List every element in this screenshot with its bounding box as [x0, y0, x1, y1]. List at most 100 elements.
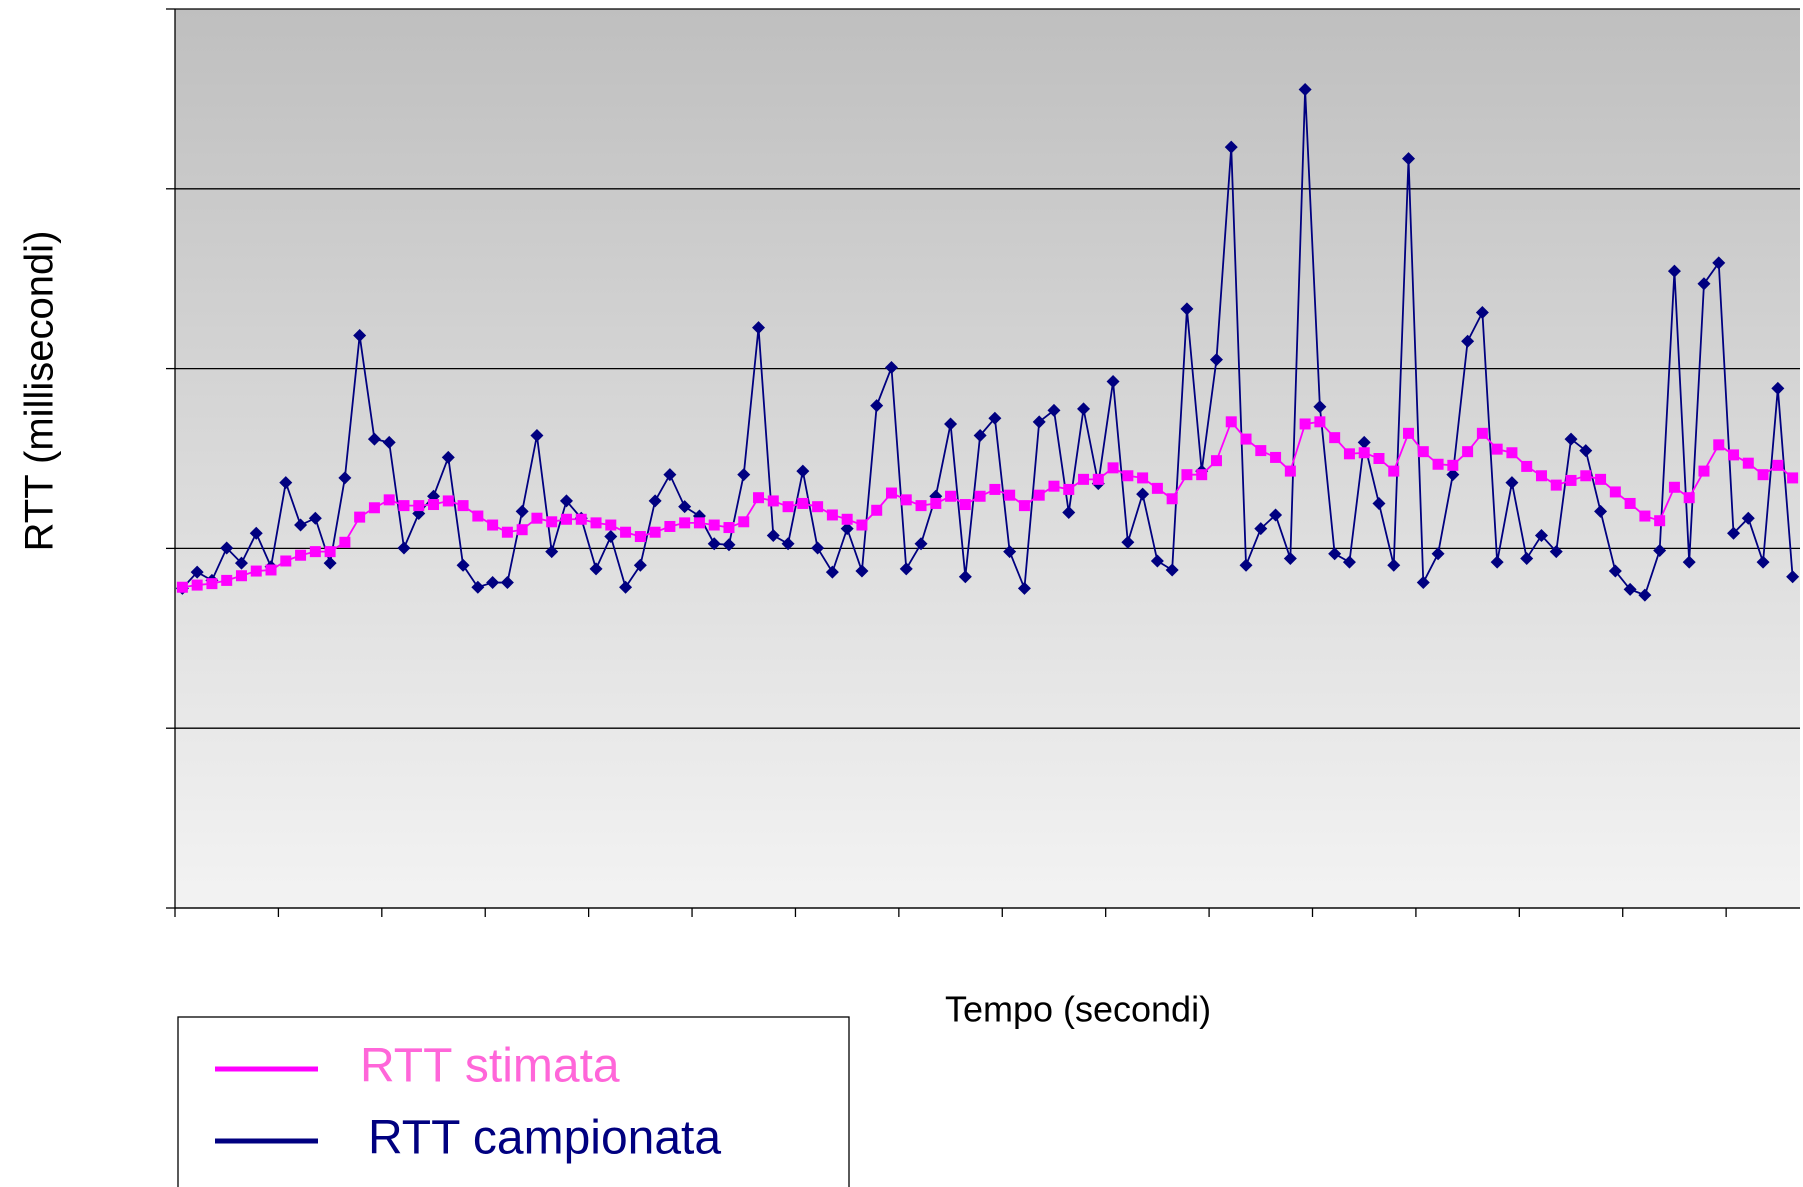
marker: [1343, 448, 1355, 460]
marker: [737, 468, 751, 482]
marker: [870, 399, 884, 413]
marker: [1387, 558, 1401, 572]
marker: [1476, 427, 1488, 439]
marker: [1342, 555, 1356, 569]
marker: [796, 464, 810, 478]
marker: [1328, 547, 1342, 561]
marker: [545, 545, 559, 559]
marker: [620, 526, 632, 538]
marker: [1682, 555, 1696, 569]
marker: [649, 526, 661, 538]
marker: [693, 517, 705, 529]
marker: [323, 556, 337, 570]
marker: [1742, 457, 1754, 469]
marker: [500, 576, 514, 590]
marker: [1446, 468, 1460, 482]
marker: [707, 537, 721, 551]
marker: [1653, 544, 1667, 558]
marker: [1181, 469, 1193, 481]
marker: [338, 471, 352, 485]
marker: [664, 520, 676, 532]
marker: [884, 361, 898, 375]
marker: [1033, 489, 1045, 501]
marker: [309, 546, 321, 558]
marker: [1313, 400, 1327, 414]
marker: [678, 500, 692, 514]
marker: [914, 537, 928, 551]
marker: [1150, 554, 1164, 568]
marker: [619, 580, 633, 594]
marker: [930, 497, 942, 509]
marker: [530, 428, 544, 442]
marker: [1505, 476, 1519, 490]
marker: [1623, 582, 1637, 596]
marker: [1756, 555, 1770, 569]
marker: [1416, 576, 1430, 590]
marker: [767, 495, 779, 507]
marker: [1196, 469, 1208, 481]
marker: [1462, 446, 1474, 458]
marker: [1402, 152, 1416, 166]
marker: [176, 581, 188, 593]
marker: [516, 524, 528, 536]
marker: [1786, 570, 1800, 584]
marker: [1283, 551, 1297, 565]
plot-area: [175, 9, 1800, 908]
legend-label: RTT campionata: [368, 1112, 721, 1165]
marker: [308, 511, 322, 525]
marker: [753, 492, 765, 504]
marker: [989, 483, 1001, 495]
marker: [1491, 443, 1503, 455]
marker: [206, 578, 218, 590]
marker: [368, 502, 380, 514]
marker: [1698, 465, 1710, 477]
marker: [1032, 415, 1046, 429]
series-line: [181, 89, 1794, 597]
marker: [295, 549, 307, 561]
marker: [457, 500, 469, 512]
marker: [1579, 444, 1593, 458]
marker: [442, 495, 454, 507]
marker: [1712, 256, 1726, 270]
marker: [855, 564, 869, 578]
marker: [797, 497, 809, 509]
marker: [1595, 473, 1607, 485]
marker: [1004, 489, 1016, 501]
marker: [1447, 459, 1459, 471]
marker: [1654, 515, 1666, 527]
marker: [1151, 482, 1163, 494]
marker: [353, 329, 367, 343]
marker: [738, 516, 750, 528]
marker: [413, 500, 425, 512]
marker: [944, 417, 958, 431]
marker: [354, 511, 366, 523]
marker: [1727, 526, 1741, 540]
marker: [1728, 449, 1740, 461]
marker: [1624, 497, 1636, 509]
marker: [1299, 418, 1311, 430]
marker: [1594, 504, 1608, 518]
marker: [1549, 545, 1563, 559]
marker: [826, 509, 838, 521]
marker: [1520, 551, 1534, 565]
marker: [900, 494, 912, 506]
marker: [871, 504, 883, 516]
marker: [1534, 528, 1548, 542]
marker: [1373, 453, 1385, 464]
marker: [1298, 83, 1312, 97]
marker: [1269, 508, 1283, 522]
marker: [1417, 446, 1429, 458]
marker: [397, 541, 411, 555]
marker: [634, 531, 646, 543]
marker: [486, 576, 500, 590]
marker: [515, 504, 529, 518]
marker: [1284, 465, 1296, 477]
marker: [279, 476, 293, 490]
marker: [1357, 435, 1371, 449]
marker: [559, 494, 573, 508]
marker: [339, 536, 351, 548]
marker: [723, 522, 735, 534]
marker: [1270, 451, 1282, 463]
marker: [604, 530, 618, 544]
marker: [633, 558, 647, 572]
